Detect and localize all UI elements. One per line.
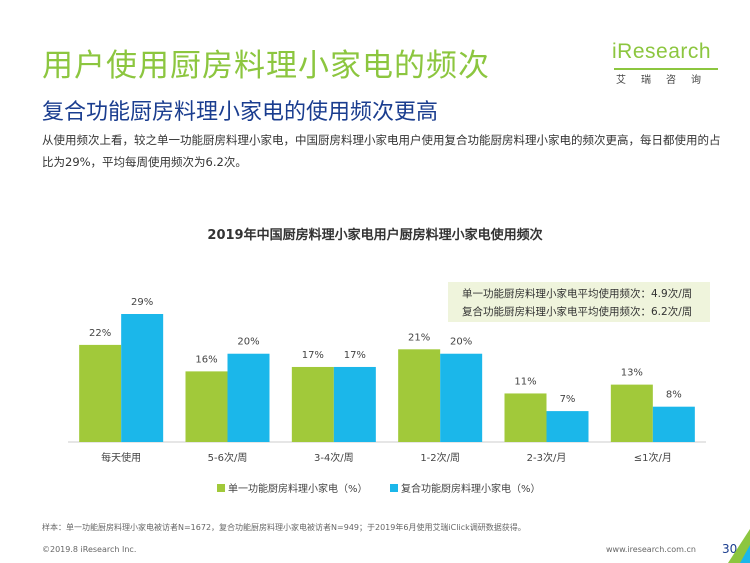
data-label-multi-2: 17%	[344, 350, 366, 361]
bar-single-0	[79, 344, 122, 442]
iresearch-logo: iResearch 艾瑞咨询	[612, 38, 722, 88]
bar-single-1	[185, 371, 228, 442]
bar-multi-4	[546, 411, 589, 442]
bar-multi-1	[227, 353, 270, 442]
bar-single-5	[610, 384, 653, 442]
data-label-single-4: 11%	[514, 376, 536, 387]
category-label-4: 2-3次/月	[527, 451, 567, 464]
category-label-2: 3-4次/周	[314, 451, 354, 464]
legend-label-multi: 复合功能厨房料理小家电（%）	[401, 482, 541, 495]
data-label-single-1: 16%	[195, 354, 217, 365]
bar-single-3	[398, 349, 441, 442]
bar-multi-3	[440, 353, 483, 442]
logo-brand-text: iResearch	[612, 40, 712, 63]
logo-chinese-text: 艾瑞咨询	[616, 75, 716, 86]
bar-multi-5	[652, 406, 695, 442]
copyright-text: ©2019.8 iResearch Inc.	[42, 545, 137, 554]
bar-single-2	[291, 366, 334, 442]
data-label-single-3: 21%	[408, 332, 430, 343]
callout-single-function: 单一功能厨房料理小家电平均使用频次：4.9次/周	[462, 288, 693, 300]
corner-decoration-accent	[740, 545, 750, 563]
callout-multi-function: 复合功能厨房料理小家电平均使用频次：6.2次/周	[462, 306, 693, 318]
category-label-3: 1-2次/周	[420, 451, 460, 464]
data-label-multi-4: 7%	[560, 394, 576, 405]
data-label-multi-1: 20%	[237, 337, 259, 348]
sample-footnote: 样本：单一功能厨房料理小家电被访者N=1672，复合功能厨房料理小家电被访者N=…	[42, 523, 526, 532]
data-label-single-0: 22%	[89, 328, 111, 339]
data-label-multi-3: 20%	[450, 337, 472, 348]
average-frequency-callout: 单一功能厨房料理小家电平均使用频次：4.9次/周 复合功能厨房料理小家电平均使用…	[448, 282, 710, 322]
data-label-multi-5: 8%	[666, 390, 682, 401]
summary-text: 从使用频次上看，较之单一功能厨房料理小家电，中国厨房料理小家电用户使用复合功能厨…	[42, 133, 721, 169]
data-label-multi-0: 29%	[131, 297, 153, 308]
data-label-single-2: 17%	[302, 350, 324, 361]
legend-label-single: 单一功能厨房料理小家电（%）	[228, 482, 368, 495]
bar-multi-2	[333, 366, 376, 442]
data-label-single-5: 13%	[621, 368, 643, 379]
page-subtitle: 复合功能厨房料理小家电的使用频次更高	[42, 100, 439, 125]
legend-swatch-single	[217, 484, 225, 492]
page-title: 用户使用厨房料理小家电的频次	[42, 48, 490, 84]
website-text: www.iresearch.com.cn	[606, 545, 696, 554]
category-label-5: ≤1次/月	[634, 451, 672, 464]
bar-single-4	[504, 393, 547, 442]
chart-title: 2019年中国厨房料理小家电用户厨房料理小家电使用频次	[207, 228, 543, 243]
legend-swatch-multi	[390, 484, 398, 492]
bar-multi-0	[121, 314, 164, 442]
logo-underline	[614, 68, 718, 70]
category-label-1: 5-6次/周	[208, 451, 248, 464]
category-label-0: 每天使用	[101, 451, 141, 464]
